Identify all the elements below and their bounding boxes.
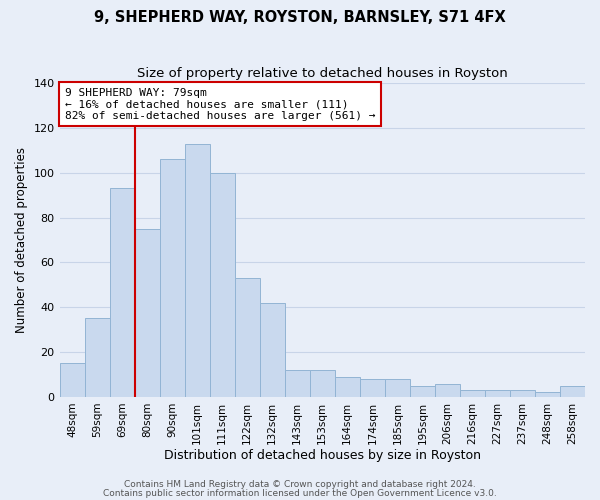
- Bar: [209, 172, 235, 397]
- Bar: [335, 377, 360, 397]
- Title: Size of property relative to detached houses in Royston: Size of property relative to detached ho…: [137, 68, 508, 80]
- X-axis label: Distribution of detached houses by size in Royston: Distribution of detached houses by size …: [164, 450, 481, 462]
- Bar: [235, 278, 260, 397]
- Bar: [59, 364, 85, 397]
- Text: Contains HM Land Registry data © Crown copyright and database right 2024.: Contains HM Land Registry data © Crown c…: [124, 480, 476, 489]
- Bar: [310, 370, 335, 397]
- Y-axis label: Number of detached properties: Number of detached properties: [15, 147, 28, 333]
- Bar: [185, 144, 209, 397]
- Bar: [410, 386, 435, 397]
- Bar: [485, 390, 510, 397]
- Bar: [460, 390, 485, 397]
- Bar: [160, 160, 185, 397]
- Bar: [535, 392, 560, 397]
- Bar: [435, 384, 460, 397]
- Bar: [360, 379, 385, 397]
- Bar: [260, 303, 285, 397]
- Bar: [385, 379, 410, 397]
- Text: Contains public sector information licensed under the Open Government Licence v3: Contains public sector information licen…: [103, 489, 497, 498]
- Text: 9, SHEPHERD WAY, ROYSTON, BARNSLEY, S71 4FX: 9, SHEPHERD WAY, ROYSTON, BARNSLEY, S71 …: [94, 10, 506, 25]
- Bar: [510, 390, 535, 397]
- Bar: [285, 370, 310, 397]
- Text: 9 SHEPHERD WAY: 79sqm
← 16% of detached houses are smaller (111)
82% of semi-det: 9 SHEPHERD WAY: 79sqm ← 16% of detached …: [65, 88, 375, 120]
- Bar: [110, 188, 134, 397]
- Bar: [134, 229, 160, 397]
- Bar: [85, 318, 110, 397]
- Bar: [560, 386, 585, 397]
